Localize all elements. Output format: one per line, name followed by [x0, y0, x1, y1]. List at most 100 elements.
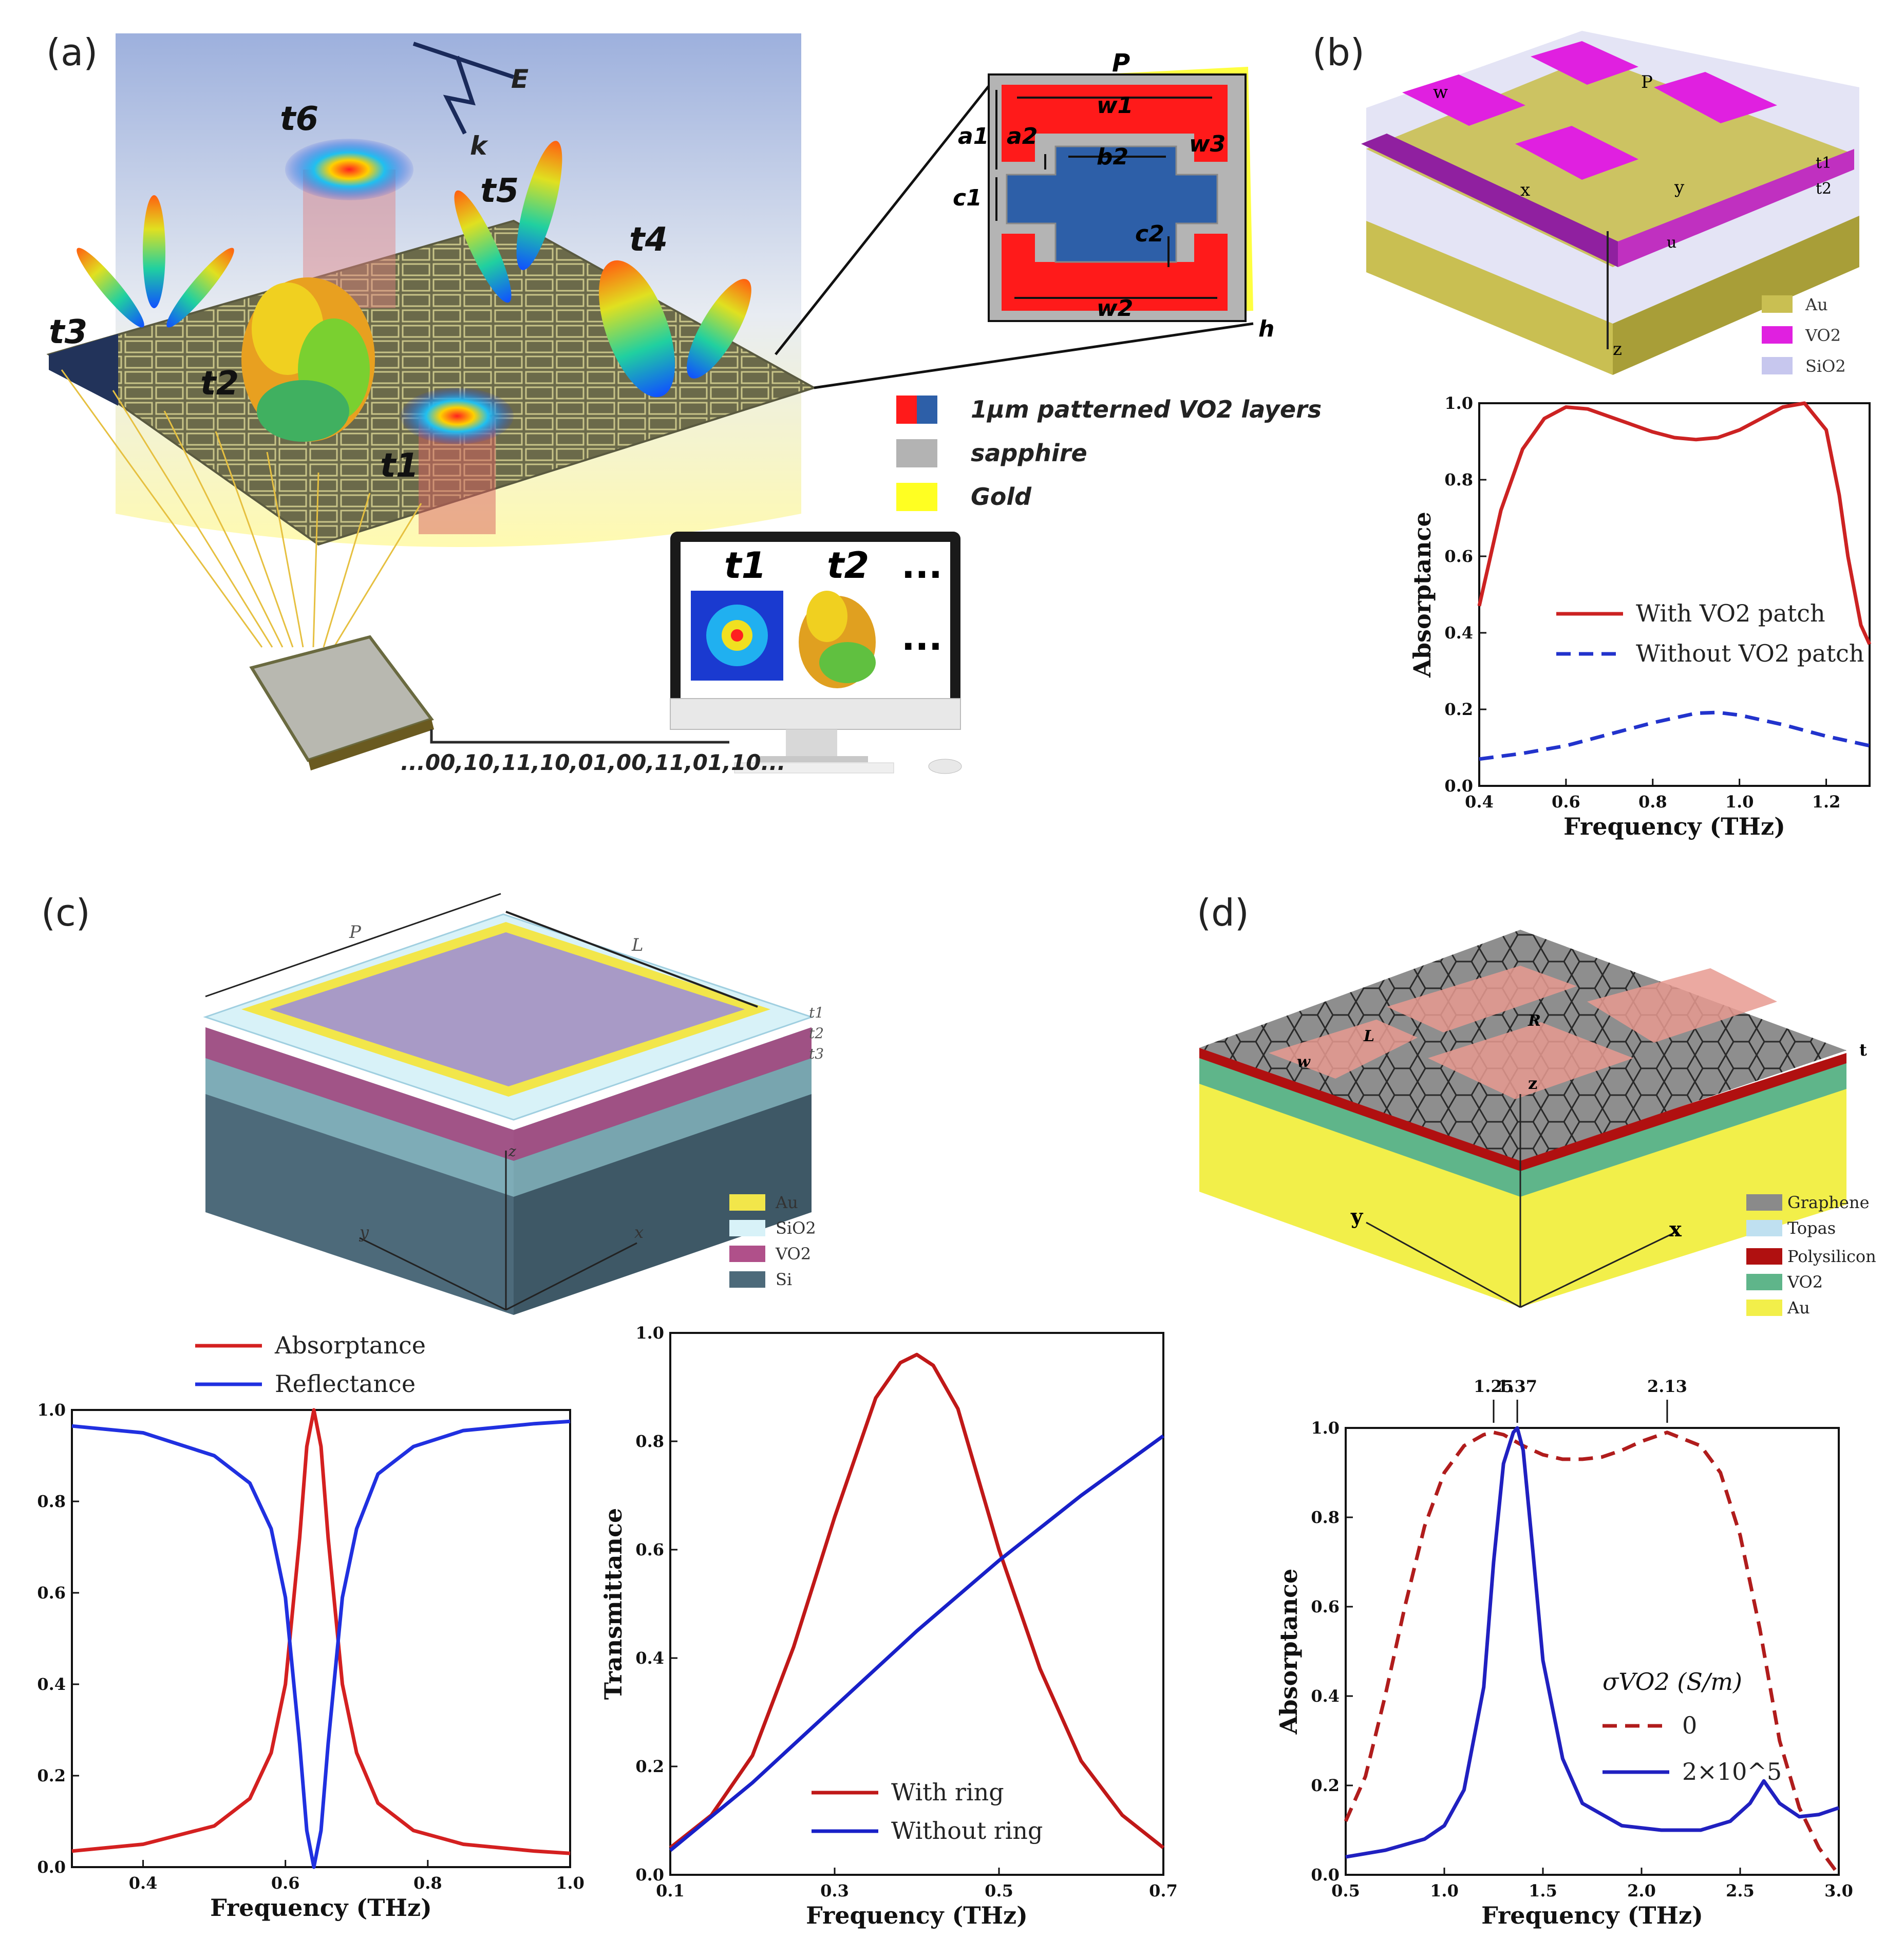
chart-c2-xtick-label: 0.1: [656, 1881, 685, 1900]
chart-c1-legend-text-1: Reflectance: [275, 1370, 416, 1398]
legend-d-graphene-swatch: [1746, 1194, 1782, 1211]
dim-b-x: x: [1520, 180, 1531, 200]
unit-cell-w2: w2: [1097, 295, 1134, 322]
chart-b-ylabel: Absorptance: [1408, 512, 1436, 678]
dim-b-z: z: [1613, 339, 1622, 360]
chart-c1-xtick-label: 1.0: [556, 1873, 585, 1893]
chart-b-legend-text-0: With VO2 patch: [1636, 599, 1825, 627]
chart-c2-xtick-label: 0.7: [1149, 1881, 1178, 1900]
legend-c-sio2-swatch: [729, 1220, 765, 1236]
chart-c2-series-1: [669, 1434, 1165, 1852]
chart-b-ytick-label: 0.2: [1444, 700, 1473, 719]
chart-b-xtick-label: 1.0: [1725, 792, 1754, 812]
dim-c-x: x: [634, 1222, 644, 1242]
chart-c1-legend-text-0: Absorptance: [274, 1331, 426, 1359]
legend-b-au-text: Au: [1805, 295, 1828, 314]
legend-vo2-swatch: [896, 396, 937, 424]
chart-c2-ytick-label: 0.2: [635, 1757, 664, 1776]
chart-d-xtick-label: 1.5: [1529, 1881, 1557, 1900]
chart-c1-ytick-label: 0.4: [37, 1674, 66, 1694]
dim-c-P: P: [349, 922, 361, 943]
chart-b-series-1: [1479, 710, 1870, 761]
legend-d-au-text: Au: [1787, 1298, 1810, 1318]
chart-d-series-1: [1345, 1426, 1840, 1859]
chart-c2-xtick-label: 0.5: [985, 1881, 1013, 1900]
legend-c-si-text: Si: [776, 1270, 793, 1289]
chart-c2-legend-text-1: Without ring: [891, 1817, 1043, 1845]
chart-c1-xtick-label: 0.8: [413, 1873, 442, 1893]
dim-d-R: R: [1528, 1012, 1541, 1030]
legend-sapphire-text: sapphire: [971, 439, 1087, 467]
legend-b-au-swatch: [1762, 295, 1793, 313]
panel-label-d: (d): [1197, 891, 1249, 934]
bitstream-text: ...00,10,11,10,01,00,11,01,10...: [401, 750, 786, 775]
chart-c2-ylabel: Transmittance: [599, 1508, 627, 1700]
chart-d-annotation-label: 1.37: [1497, 1377, 1537, 1396]
time-label-t2: t2: [200, 365, 239, 403]
chart-c1-xtick-label: 0.4: [129, 1873, 158, 1893]
chart-d-legend-title: σVO2 (S/m): [1603, 1668, 1742, 1696]
chart-b-xtick-label: 0.8: [1638, 792, 1667, 812]
chart-c2-frame: [669, 1332, 1164, 1876]
legend-d-topas-swatch: [1746, 1220, 1782, 1236]
unit-cell-P: P: [1112, 49, 1130, 78]
legend-b-vo2-text: VO2: [1805, 326, 1841, 345]
chart-d-xtick-label: 2.5: [1726, 1881, 1755, 1900]
legend-d-au-swatch: [1746, 1300, 1782, 1316]
dim-d-t: t: [1859, 1040, 1867, 1060]
chart-c1-ytick-label: 0.6: [37, 1583, 66, 1603]
legend-c-sio2-text: SiO2: [776, 1218, 816, 1238]
chart-c1-xtick-label: 0.6: [271, 1873, 300, 1893]
unit-cell-w3: w3: [1189, 131, 1226, 157]
chart-d-xtick-label: 0.5: [1331, 1881, 1360, 1900]
field-E-label: E: [511, 64, 529, 94]
chart-c2-ytick-label: 0.6: [635, 1540, 664, 1559]
chart-b-series-0: [1477, 401, 1872, 645]
monitor-t1: t1: [724, 544, 767, 587]
legend-c-vo2-text: VO2: [776, 1244, 812, 1264]
chart-c1-ytick-label: 0.8: [37, 1492, 66, 1511]
chart-d-ytick-label: 1.0: [1311, 1418, 1340, 1438]
chart-d-ytick-label: 0.8: [1311, 1508, 1340, 1527]
unit-cell-h: h: [1258, 316, 1275, 342]
dim-b-w: w: [1433, 82, 1448, 103]
chart-b-ytick-label: 1.0: [1444, 393, 1473, 413]
dim-c-y: y: [360, 1222, 369, 1242]
dim-c-t1: t1: [809, 1004, 824, 1021]
chart-d-annotation-label: 2.13: [1647, 1377, 1687, 1396]
chart-b-ytick-label: 0.6: [1444, 547, 1473, 566]
chart-c2-ytick-label: 0.4: [635, 1648, 664, 1668]
legend-c-au-swatch: [729, 1194, 765, 1211]
legend-c-vo2-swatch: [729, 1246, 765, 1262]
chart-c2-series-0: [669, 1352, 1165, 1850]
time-label-t1: t1: [380, 447, 419, 485]
chart-c2-xlabel: Frequency (THz): [806, 1902, 1028, 1929]
unit-cell-c2: c2: [1135, 221, 1164, 247]
chart-b-ytick-label: 0.8: [1444, 470, 1473, 490]
chart-c2-ytick-label: 0.0: [635, 1865, 664, 1885]
chart-d-ytick-label: 0.4: [1311, 1686, 1340, 1706]
chart-d-ytick-label: 0.6: [1311, 1597, 1340, 1616]
chart-d-annotation-label: 1.25: [1474, 1377, 1514, 1396]
chart-b-ytick-label: 0.4: [1444, 623, 1473, 643]
chart-b-ytick-label: 0.0: [1444, 776, 1473, 796]
dim-b-u: u: [1667, 234, 1677, 252]
legend-d-polysilicon-text: Polysilicon: [1787, 1247, 1876, 1266]
chart-d-series-0: [1344, 1431, 1840, 1876]
chart-d-xtick-label: 1.0: [1430, 1881, 1459, 1900]
dim-d-x: x: [1669, 1217, 1682, 1241]
chart-b-xtick-label: 0.6: [1552, 792, 1580, 812]
dim-b-t1: t1: [1816, 154, 1832, 172]
legend-b-sio2-text: SiO2: [1805, 356, 1846, 376]
panel-label-b: (b): [1312, 31, 1365, 74]
legend-b-vo2-swatch: [1762, 326, 1793, 344]
chart-d-ylabel: Absorptance: [1275, 1569, 1303, 1735]
dim-c-t3: t3: [809, 1045, 824, 1062]
dim-d-y: y: [1351, 1205, 1363, 1229]
dim-b-P: P: [1641, 72, 1653, 92]
chart-b-xlabel: Frequency (THz): [1563, 813, 1785, 840]
chart-c1-series-1: [71, 1419, 571, 1869]
legend-b-sio2-swatch: [1762, 357, 1793, 374]
field-k-label: k: [470, 131, 487, 161]
chart-b-frame: [1478, 402, 1871, 787]
